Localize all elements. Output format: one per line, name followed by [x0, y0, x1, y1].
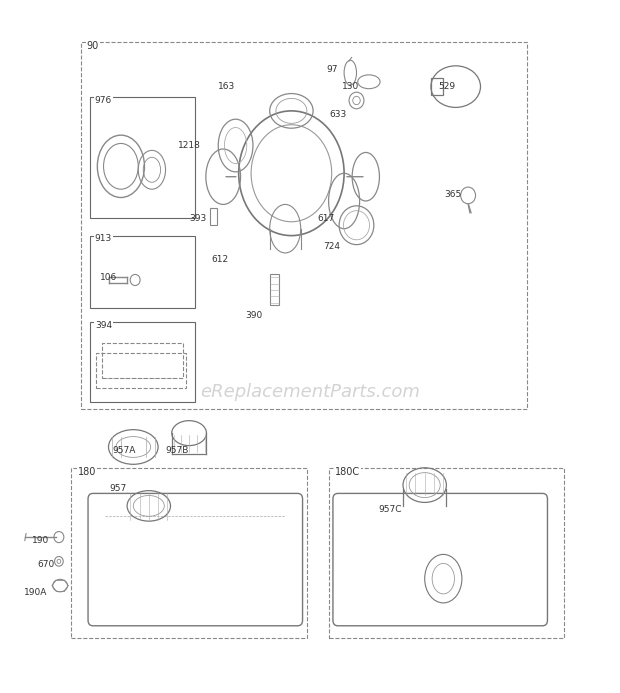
Text: 97: 97: [326, 65, 337, 73]
Bar: [90, 236, 195, 308]
Text: 130: 130: [342, 82, 359, 91]
Text: 180: 180: [78, 466, 96, 477]
Bar: [210, 208, 217, 225]
Text: 724: 724: [323, 242, 340, 250]
Text: 913: 913: [95, 234, 112, 243]
Text: 617: 617: [317, 214, 334, 222]
Text: 529: 529: [438, 82, 455, 91]
Text: 976: 976: [95, 96, 112, 105]
Text: 612: 612: [211, 256, 229, 264]
Text: 957B: 957B: [165, 446, 188, 455]
Bar: [270, 274, 279, 305]
Text: 190: 190: [32, 536, 49, 545]
Text: 957C: 957C: [379, 505, 402, 514]
Bar: [329, 468, 564, 638]
Text: eReplacementParts.com: eReplacementParts.com: [200, 383, 420, 401]
Bar: [90, 97, 195, 218]
Text: 180C: 180C: [335, 466, 360, 477]
Bar: [81, 42, 527, 409]
Text: 365: 365: [444, 190, 461, 198]
Text: 106: 106: [100, 273, 117, 281]
Bar: [90, 322, 195, 402]
Text: 390: 390: [246, 311, 263, 319]
Text: 163: 163: [218, 82, 235, 91]
Text: 633: 633: [329, 110, 347, 119]
Text: 90: 90: [87, 40, 99, 51]
Bar: [71, 468, 307, 638]
Text: 957A: 957A: [112, 446, 136, 455]
Text: 670: 670: [38, 561, 55, 569]
Text: 957: 957: [109, 484, 126, 493]
Text: 393: 393: [190, 214, 207, 222]
Text: 1218: 1218: [178, 141, 200, 150]
Text: 190A: 190A: [24, 588, 48, 597]
Text: 394: 394: [95, 321, 112, 330]
